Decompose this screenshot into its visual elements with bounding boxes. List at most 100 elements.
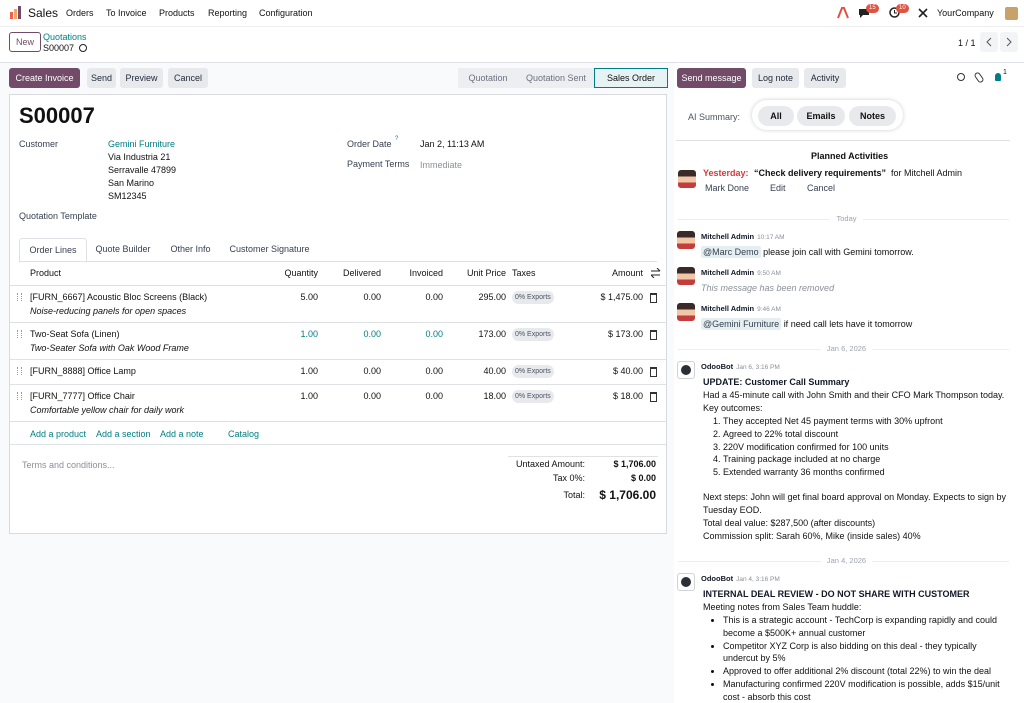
filter-pill[interactable]: Notes: [849, 106, 896, 126]
message-line: Meeting notes from Sales Team huddle:: [703, 601, 862, 612]
drag-handle[interactable]: [17, 392, 22, 400]
tab[interactable]: Order Lines: [19, 238, 87, 263]
delete-icon[interactable]: [650, 392, 657, 402]
filter-pill[interactable]: All: [758, 106, 794, 126]
bullet-list: This is a strategic account - TechCorp i…: [703, 614, 1007, 703]
line-invoiced: 0.00: [425, 391, 443, 401]
product-name[interactable]: [FURN_7777] Office Chair: [30, 391, 135, 401]
total-value: $ 1,706.00: [599, 488, 656, 502]
filter-pill[interactable]: Emails: [797, 106, 845, 126]
gear-icon[interactable]: [79, 44, 87, 52]
product-name[interactable]: [FURN_6667] Acoustic Bloc Screens (Black…: [30, 292, 208, 302]
action-button[interactable]: Preview: [120, 68, 163, 88]
author[interactable]: Mitchell Admin: [701, 304, 755, 313]
drag-handle[interactable]: [17, 367, 22, 375]
menu-item[interactable]: Products: [159, 8, 195, 18]
status-step[interactable]: Sales Order: [594, 68, 668, 88]
activity-action[interactable]: Mark Done: [705, 183, 750, 193]
delete-icon[interactable]: [650, 330, 657, 340]
action-button[interactable]: Send: [87, 68, 116, 88]
chatter-button[interactable]: Activity: [804, 68, 846, 88]
avatar: [677, 572, 695, 591]
help-mark: ?: [395, 136, 399, 142]
activity-assignee: for Mitchell Admin: [891, 168, 963, 178]
message-line: Had a 45-minute call with John Smith and…: [703, 390, 1005, 400]
message-body: @Gemini Furniture if need call lets have…: [701, 318, 1007, 331]
terms-placeholder[interactable]: Terms and conditions...: [22, 460, 115, 470]
message: OdooBot Jan 4, 3:16 PM INTERNAL DEAL REVIE…: [674, 572, 1007, 703]
chatter-button[interactable]: Log note: [752, 68, 799, 88]
attachment-icon[interactable]: [973, 71, 985, 84]
add-line-link[interactable]: Add a section: [96, 429, 151, 439]
message: OdooBot Jan 6, 3:16 PM UPDATE: Customer Ca…: [674, 361, 1007, 543]
tab[interactable]: Quote Builder: [95, 244, 151, 254]
author[interactable]: OdooBot: [701, 573, 734, 583]
message-heading: INTERNAL DEAL REVIEW - DO NOT SHARE WITH…: [703, 588, 970, 599]
action-button[interactable]: Cancel: [168, 68, 208, 88]
avatar: [677, 303, 695, 321]
tools-icon[interactable]: [918, 8, 928, 18]
activity-action[interactable]: Cancel: [807, 183, 836, 193]
chatter-button[interactable]: Send message: [677, 68, 746, 88]
line-quantity: 1.00: [300, 391, 318, 401]
list-item: Extended warranty 36 months confirmed: [723, 466, 1007, 479]
status-step[interactable]: Quotation Sent: [518, 68, 595, 88]
company-name[interactable]: YourCompany: [937, 8, 994, 18]
user-avatar[interactable]: [1005, 7, 1018, 20]
author[interactable]: Mitchell Admin: [701, 232, 755, 241]
column-toggle[interactable]: [650, 267, 661, 280]
menu-item[interactable]: To Invoice: [106, 8, 147, 18]
pager-prev[interactable]: [980, 32, 998, 52]
drag-handle[interactable]: [17, 330, 22, 338]
menu-item[interactable]: Configuration: [259, 8, 313, 18]
product-name[interactable]: [FURN_8888] Office Lamp: [30, 366, 136, 376]
line-quantity: 1.00: [300, 329, 318, 339]
activity-action[interactable]: Edit: [770, 183, 786, 193]
total-value: $ 1,706.00: [613, 459, 656, 469]
author[interactable]: OdooBot: [701, 362, 734, 371]
status-step[interactable]: Quotation: [458, 68, 519, 88]
mention[interactable]: @Marc Demo: [701, 246, 761, 258]
control-panel: New Quotations S00007 1 / 1: [0, 27, 1024, 63]
tax-tag: 0% Exports: [512, 291, 554, 304]
line-amount: $ 173.00: [607, 329, 643, 339]
ai-icon[interactable]: [837, 7, 849, 19]
field-label: Order Date: [347, 139, 392, 149]
add-line-link[interactable]: Add a note: [160, 429, 204, 439]
breadcrumb-link[interactable]: Quotations: [43, 32, 87, 42]
pager-next[interactable]: [1000, 32, 1018, 52]
line-amount: $ 40.00: [612, 366, 643, 376]
tab[interactable]: Other Info: [170, 244, 211, 254]
line-quantity: 1.00: [300, 366, 318, 376]
line-delivered: 0.00: [363, 329, 381, 339]
menu-item[interactable]: Orders: [66, 8, 94, 18]
line-quantity: 5.00: [300, 292, 318, 302]
message-feed: Today Mitchell Admin 10:17 AM @Marc Demo pl…: [674, 209, 1019, 703]
column-header: Taxes: [512, 268, 536, 278]
delete-icon[interactable]: [650, 367, 657, 377]
line-unit-price: 173.00: [478, 329, 506, 339]
address-line: San Marino: [108, 178, 155, 188]
message-body: This message has been removed: [701, 282, 1007, 295]
action-button[interactable]: Create Invoice: [9, 68, 80, 88]
list-item: Agreed to 22% total discount: [723, 428, 1007, 441]
product-description: Two-Seater Sofa with Oak Wood Frame: [30, 343, 189, 353]
customer-name[interactable]: Gemini Furniture: [108, 139, 176, 149]
menu-item[interactable]: Reporting: [208, 8, 248, 18]
mention[interactable]: @Gemini Furniture: [701, 318, 782, 330]
tab[interactable]: Customer Signature: [229, 244, 310, 254]
list-item: This is a strategic account - TechCorp i…: [723, 614, 1007, 640]
field-label: Payment Terms: [347, 159, 410, 169]
delete-icon[interactable]: [650, 293, 657, 303]
message-header: Mitchell Admin 10:17 AM: [701, 231, 1007, 241]
new-button[interactable]: New: [9, 32, 41, 52]
search-icon[interactable]: [957, 73, 965, 81]
add-line-link[interactable]: Add a product: [30, 429, 87, 439]
followers-icon[interactable]: [995, 73, 1001, 81]
tabs-line: [19, 261, 657, 262]
drag-handle[interactable]: [17, 293, 22, 301]
author[interactable]: Mitchell Admin: [701, 268, 755, 277]
address-line: SM12345: [108, 191, 147, 201]
add-line-link[interactable]: Catalog: [228, 429, 260, 439]
product-name[interactable]: Two-Seat Sofa (Linen): [30, 329, 120, 339]
